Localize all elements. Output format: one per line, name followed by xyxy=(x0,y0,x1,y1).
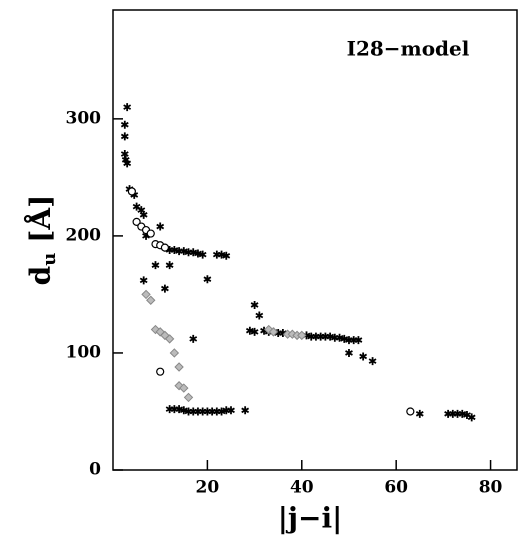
data-point xyxy=(312,332,320,341)
data-point xyxy=(222,251,231,260)
data-point xyxy=(194,407,202,416)
data-point xyxy=(354,336,363,345)
data-point xyxy=(359,352,368,361)
data-point xyxy=(169,348,180,358)
data-point xyxy=(123,103,132,112)
data-point xyxy=(255,311,264,320)
data-point xyxy=(156,222,165,231)
data-point xyxy=(217,250,226,259)
data-point xyxy=(326,332,335,341)
y-label-unit: [Å] xyxy=(23,195,57,253)
data-point xyxy=(120,149,129,158)
data-point xyxy=(415,409,424,418)
data-point xyxy=(198,407,207,416)
data-point xyxy=(146,295,156,305)
y-tick-label: 200 xyxy=(66,225,102,245)
annotation: I28−model xyxy=(347,37,470,61)
data-point xyxy=(208,407,217,416)
data-point xyxy=(165,405,174,414)
data-point xyxy=(316,332,325,341)
data-point xyxy=(250,300,259,309)
data-point xyxy=(349,336,358,345)
data-point xyxy=(321,332,330,341)
data-point xyxy=(139,276,148,285)
data-point xyxy=(165,261,174,270)
data-point xyxy=(170,405,179,414)
data-point xyxy=(161,284,169,293)
y-tick-label: 0 xyxy=(89,460,101,480)
data-point xyxy=(156,367,165,376)
y-label-main: d xyxy=(24,266,57,286)
data-point xyxy=(340,334,349,343)
data-point xyxy=(250,327,259,336)
data-point xyxy=(448,409,457,418)
data-point xyxy=(467,413,476,422)
data-point xyxy=(189,407,198,416)
data-point xyxy=(444,409,453,418)
data-point xyxy=(212,407,221,416)
data-point xyxy=(194,249,202,258)
y-tick-label: 100 xyxy=(66,342,102,362)
data-point xyxy=(179,406,188,415)
plot-frame xyxy=(112,9,518,471)
data-point xyxy=(335,333,344,342)
data-point xyxy=(189,334,198,343)
data-point xyxy=(151,261,160,270)
data-point xyxy=(179,247,188,256)
x-axis-label: |j−i| xyxy=(278,502,343,535)
data-point xyxy=(406,407,415,416)
data-point xyxy=(189,248,198,257)
data-point xyxy=(174,381,184,391)
data-point xyxy=(264,324,274,335)
data-point xyxy=(297,330,307,341)
y-tick-label: 300 xyxy=(66,108,102,128)
data-point xyxy=(245,326,254,335)
y-axis-label: du [Å] xyxy=(23,195,61,286)
data-point xyxy=(268,327,279,337)
x-tick-label: 80 xyxy=(479,478,503,498)
data-point xyxy=(146,229,155,238)
data-point xyxy=(345,348,353,357)
data-point xyxy=(198,250,207,259)
data-point xyxy=(139,210,148,219)
data-point xyxy=(160,243,170,252)
data-point xyxy=(203,407,212,416)
data-point xyxy=(217,407,226,416)
x-tick-label: 60 xyxy=(384,478,408,498)
data-point xyxy=(170,245,179,254)
data-point xyxy=(241,406,250,415)
data-point xyxy=(183,392,194,403)
data-point xyxy=(141,289,151,300)
data-point xyxy=(368,357,377,366)
data-point xyxy=(203,275,212,284)
data-point xyxy=(150,324,161,335)
data-point xyxy=(227,406,235,415)
data-point xyxy=(458,409,467,418)
x-tick-label: 20 xyxy=(196,478,220,498)
data-point xyxy=(453,409,462,418)
data-point xyxy=(212,250,221,259)
data-point xyxy=(120,120,129,129)
data-point xyxy=(174,362,184,372)
data-point xyxy=(127,187,136,196)
data-point xyxy=(164,334,175,344)
data-point xyxy=(123,159,132,168)
data-point xyxy=(179,383,189,393)
data-point xyxy=(120,132,129,141)
y-label-sub: u xyxy=(39,253,60,266)
data-point xyxy=(175,405,183,414)
x-tick-label: 40 xyxy=(290,478,314,498)
